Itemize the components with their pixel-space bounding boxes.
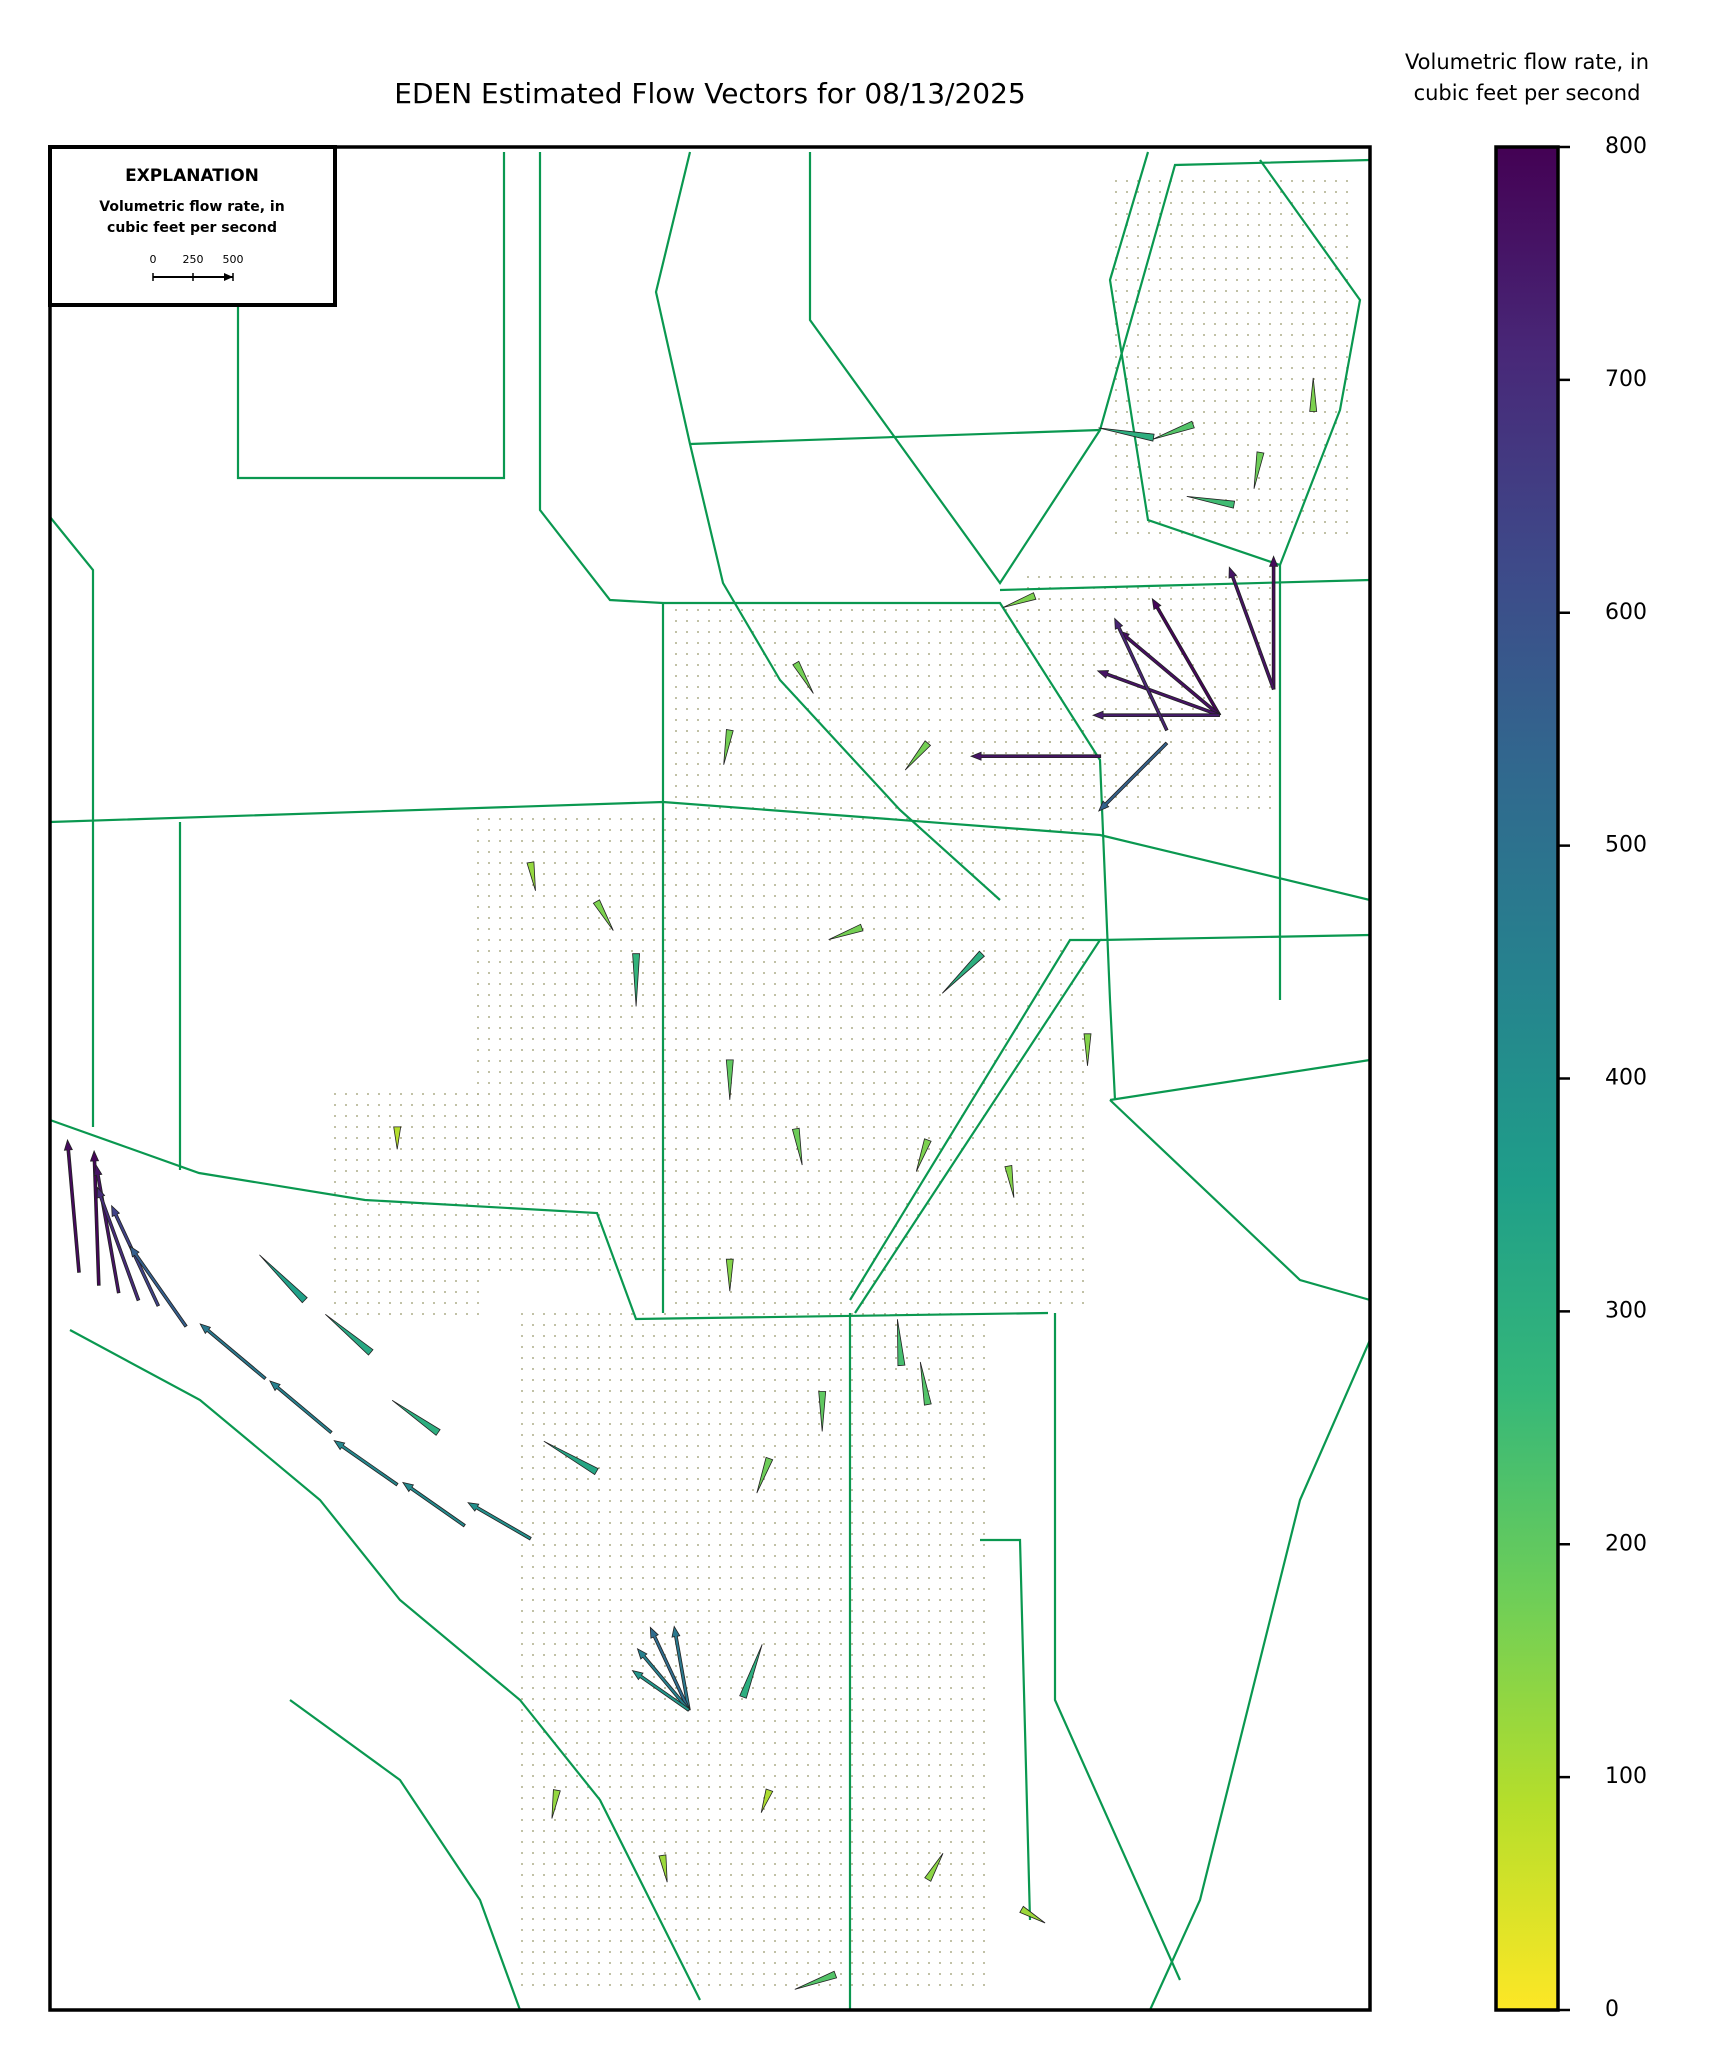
flow-vector [828,923,864,940]
flow-vector [632,953,641,1007]
explanation-text: cubic feet per second [107,220,277,236]
flow-vector [1253,451,1265,489]
flow-vector [333,1439,399,1487]
flow-vector [725,1258,734,1292]
flow-vector [1151,597,1222,717]
flow-vector [1002,592,1037,608]
flow-vector [467,1502,532,1541]
flow-vector [1269,555,1279,690]
colorbar: Volumetric flow rate, in cubic feet per … [1405,50,1649,2022]
flow-vector [1096,670,1221,718]
flow-vector [725,1059,734,1100]
flow-vector [391,1399,441,1436]
flow-vector [658,1854,668,1883]
map-title: EDEN Estimated Flow Vectors for 08/13/20… [394,77,1025,110]
flow-vector [897,1319,906,1367]
flow-vector [794,1970,838,1990]
scale-arrowhead [224,273,233,281]
flow-vector [756,1456,774,1494]
colorbar-tick-label: 100 [1605,1764,1647,1789]
flow-vector [1019,1905,1046,1924]
flow-vector [63,1138,81,1273]
flow-vector [739,1644,763,1699]
flow-vector [1186,496,1236,509]
flow-vector [129,1245,188,1328]
flow-vector [924,1853,944,1882]
flow-vector [631,1669,691,1712]
flow-vector [791,1127,803,1166]
flow-vector [543,1440,599,1476]
flow-vector [259,1254,308,1304]
flow-vector [1152,420,1195,440]
map-area [50,151,1370,2010]
flow-vector [904,740,932,771]
colorbar-tick-label: 200 [1605,1531,1647,1556]
flow-vectors [63,377,1318,1990]
flow-vector [393,1126,402,1150]
flow-vector [941,950,985,994]
flow-vector [915,1138,932,1172]
flow-vector [723,729,734,765]
flow-vector [970,751,1102,761]
flow-vector [1098,427,1155,442]
explanation: EXPLANATION Volumetric flow rate, in cub… [48,145,337,307]
flow-vector [1098,741,1169,812]
scale-tick-label: 500 [223,253,244,266]
explanation-text: Volumetric flow rate, in [99,199,284,215]
flow-vector [199,1323,267,1381]
colorbar-tick-label: 300 [1605,1298,1647,1323]
flow-vector [760,1788,774,1813]
flow-vector [1092,710,1220,720]
colorbar-tick-label: 0 [1605,1997,1619,2022]
flow-vector [919,1361,932,1406]
flow-vector [649,1626,691,1712]
map-frame [48,145,1372,2012]
flow-vector [818,1391,827,1432]
colorbar-tick-label: 400 [1605,1066,1647,1091]
colorbar-tick-label: 800 [1605,134,1647,159]
colorbar-title: Volumetric flow rate, in [1405,50,1649,74]
flow-vector [325,1313,374,1356]
flow-vector [592,899,614,931]
colorbar-tick-label: 600 [1605,600,1647,625]
explanation-title: EXPLANATION [125,166,259,186]
flow-vector [269,1380,333,1435]
flow-vector [526,861,536,891]
canals [50,151,1370,2010]
flow-vector [1004,1165,1015,1198]
colorbar-tick-label: 700 [1605,367,1647,392]
colorbar-scale [1494,145,1560,2012]
flow-vector [1228,566,1276,691]
flow-vector [792,660,814,694]
scale-bar: 0 250 500 [150,253,244,281]
flow-vector [96,1186,141,1302]
flow-vector [1309,377,1318,412]
colorbar-title: cubic feet per second [1414,81,1641,105]
flow-vector [402,1481,466,1528]
flow-vector [89,1149,101,1286]
colorbar-tick-label: 500 [1605,833,1647,858]
flow-vector [1114,617,1169,732]
scale-tick-label: 0 [150,253,157,266]
grid-cells [325,180,1355,1990]
scale-tick-label: 250 [183,253,204,266]
flow-vector [671,1625,691,1711]
flow-vector [551,1789,561,1819]
flow-vector [1083,1033,1092,1066]
